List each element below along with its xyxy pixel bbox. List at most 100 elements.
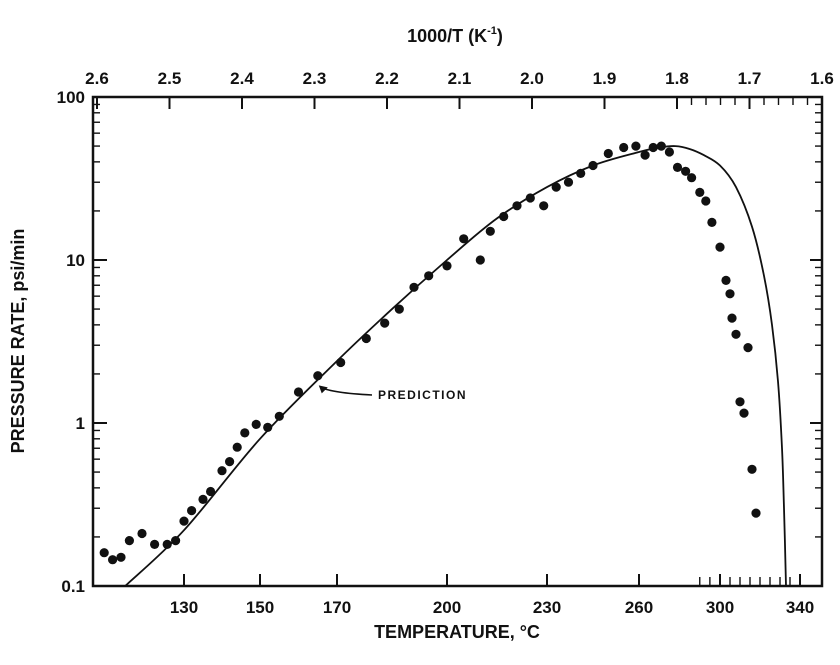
data-point: [274, 411, 284, 421]
data-point: [672, 162, 683, 172]
data-point: [640, 150, 650, 160]
data-point: [313, 371, 323, 381]
data-point: [124, 536, 134, 546]
x-tick-label: 200: [433, 598, 461, 617]
data-point: [551, 182, 561, 192]
data-point: [701, 196, 711, 206]
data-point: [187, 506, 197, 516]
top-axis-ticks: 2.6 2.5 2.4 2.3 2.2 2.1 2.0 1.9 1.8 1.7 1.6: [85, 69, 834, 109]
data-point: [687, 173, 697, 183]
data-point: [539, 201, 549, 211]
data-point: [525, 193, 535, 203]
data-point: [664, 147, 675, 157]
data-point: [293, 387, 304, 397]
data-point: [485, 226, 495, 236]
data-point: [588, 160, 598, 171]
data-point: [225, 457, 235, 467]
data-point: [656, 141, 666, 151]
top-axis-title-base: 1000/T (K: [407, 26, 487, 46]
data-point: [336, 357, 346, 368]
y-axis-ticks: 0.1 1 10 100: [57, 88, 822, 596]
top-tick-label: 2.3: [303, 69, 327, 88]
data-point: [727, 313, 737, 323]
data-point: [747, 464, 757, 474]
data-point: [108, 555, 118, 565]
data-point: [475, 255, 485, 265]
data-point: [459, 234, 469, 244]
data-point: [217, 466, 227, 476]
y-axis-title: PRESSURE RATE, psi/min: [8, 229, 28, 454]
data-point: [442, 261, 452, 271]
data-point: [603, 148, 613, 159]
annotation-leader: [321, 386, 373, 396]
top-tick-label: 1.9: [593, 69, 617, 88]
data-point: [619, 142, 629, 153]
data-point: [99, 548, 109, 558]
prediction-line: [124, 145, 787, 587]
data-point: [681, 166, 691, 176]
x-tick-label: 170: [323, 598, 351, 617]
top-axis-title: 1000/T (K-1): [407, 25, 503, 46]
top-axis-title-exp: -1: [487, 25, 497, 37]
y-tick-label: 10: [66, 251, 85, 270]
plot-frame: [91, 95, 824, 588]
data-point: [731, 329, 741, 339]
y-tick-label: 1: [76, 414, 85, 433]
data-point: [240, 428, 250, 438]
x-axis-title: TEMPERATURE, °C: [374, 622, 540, 642]
data-point: [499, 211, 509, 222]
top-tick-label: 1.8: [665, 69, 689, 88]
top-tick-label: 2.4: [230, 69, 254, 88]
data-point: [512, 201, 522, 211]
x-tick-label: 300: [706, 598, 734, 617]
top-tick-label: 2.2: [375, 69, 399, 88]
top-tick-label: 2.5: [158, 69, 182, 88]
data-point: [198, 494, 208, 504]
data-point: [263, 422, 273, 432]
top-tick-label: 1.6: [810, 69, 834, 88]
annotations: PREDICTION: [318, 385, 467, 402]
data-point: [751, 508, 761, 518]
data-point: [721, 275, 731, 285]
top-tick-label: 2.0: [520, 69, 544, 88]
y-tick-label: 100: [57, 88, 85, 107]
data-point: [735, 397, 745, 407]
top-tick-label: 2.6: [85, 69, 109, 88]
data-point: [162, 539, 172, 550]
annotation-arrowhead: [318, 385, 328, 394]
data-point: [631, 141, 641, 151]
x-axis-ticks: 130 150 170 200 230 260 300 340: [170, 574, 814, 617]
data-point: [743, 343, 753, 353]
data-point: [206, 486, 216, 497]
prediction-line-group: [124, 145, 787, 587]
data-point: [150, 539, 160, 550]
data-point: [179, 516, 189, 526]
data-point: [171, 536, 181, 546]
data-point: [576, 168, 586, 178]
data-point: [715, 242, 725, 252]
x-tick-label: 130: [170, 598, 198, 617]
data-point: [361, 333, 371, 344]
data-point: [739, 408, 749, 418]
x-tick-label: 260: [625, 598, 653, 617]
data-point: [232, 442, 242, 452]
minor-ticks: [93, 97, 822, 586]
data-point: [394, 304, 404, 314]
top-axis-title-close: ): [497, 26, 503, 46]
data-point: [251, 419, 261, 429]
x-tick-label: 230: [533, 598, 561, 617]
data-point: [695, 187, 705, 197]
y-tick-label: 0.1: [61, 577, 85, 596]
data-points: [99, 141, 761, 565]
annotation-label: PREDICTION: [378, 388, 467, 402]
data-point: [648, 142, 658, 153]
data-point: [116, 552, 126, 562]
data-point: [725, 289, 735, 299]
x-tick-label: 340: [786, 598, 814, 617]
data-point: [380, 318, 390, 328]
data-point: [409, 282, 419, 292]
top-tick-label: 2.1: [448, 69, 472, 88]
x-tick-label: 150: [246, 598, 274, 617]
data-point: [563, 177, 574, 187]
